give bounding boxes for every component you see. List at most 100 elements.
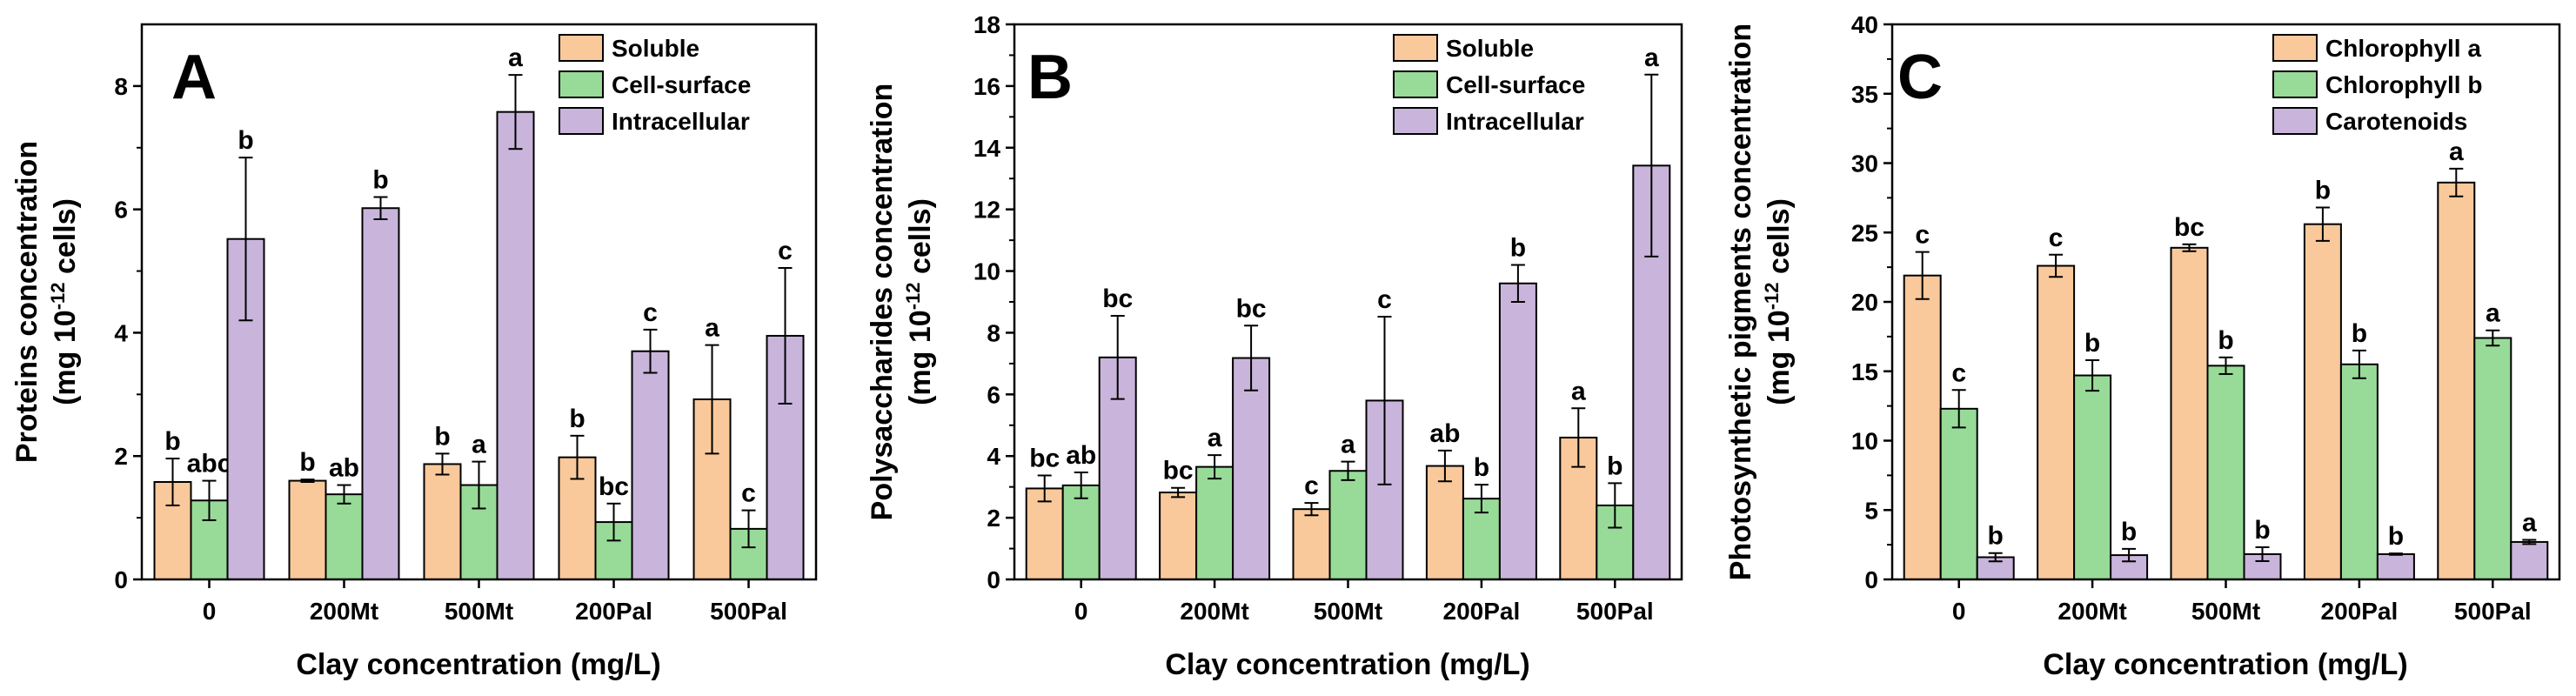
bar <box>2037 264 2076 580</box>
significance-label: b <box>434 422 450 451</box>
bar <box>1061 484 1101 581</box>
x-axis-title: Clay concentration (mg/L) <box>296 648 660 681</box>
significance-label: a <box>2522 509 2537 538</box>
legend-label: Cell-surface <box>1446 71 1585 98</box>
significance-label: bc <box>1236 294 1267 323</box>
x-tick-label: 500Pal <box>1576 598 1654 625</box>
significance-label: b <box>372 165 388 194</box>
y-axis-title: Proteins concentration <box>10 141 43 463</box>
panel-letter: B <box>1027 43 1073 112</box>
significance-label: a <box>1208 424 1222 452</box>
y-axis-unit-suffix: cells) <box>1763 198 1796 282</box>
y-tick-label: 35 <box>1851 81 1878 108</box>
y-tick-label: 6 <box>987 381 1000 408</box>
y-tick-label: 20 <box>1851 289 1878 316</box>
y-tick-label: 30 <box>1851 151 1878 177</box>
significance-label: b <box>1988 522 2004 551</box>
y-tick-label: 14 <box>974 135 1001 162</box>
legend-swatch <box>2272 34 2318 62</box>
legend-label: Carotenoids <box>2325 108 2467 135</box>
significance-label: b <box>2315 177 2331 205</box>
significance-label: bc <box>1163 457 1194 485</box>
bar <box>288 479 327 580</box>
y-tick-label: 0 <box>114 566 128 593</box>
bar <box>2376 552 2415 581</box>
x-tick-label: 0 <box>203 598 217 625</box>
y-tick-label: 5 <box>1864 497 1878 524</box>
bar <box>2073 374 2112 580</box>
y-axis-title: Photosynthetic pigments concentration <box>1724 23 1757 580</box>
legend-label: Chlorophyll a <box>2325 35 2481 62</box>
chart-panel-c: c c bc b a c b b b a b b b b a 0 5 10 15 20 25 30 35 40 0 200Mt 50… <box>1724 11 2561 681</box>
significance-label: c <box>1951 358 1966 387</box>
y-axis-unit: (mg 10-12 cells) <box>1761 198 1796 405</box>
panel-letter: A <box>171 43 217 112</box>
significance-label: a <box>705 314 719 343</box>
y-tick-label: 2 <box>114 443 128 470</box>
bar <box>1425 465 1464 581</box>
legend: Chlorophyll a Chlorophyll b Carotenoids <box>2272 34 2482 135</box>
legend-swatch <box>1393 70 1438 98</box>
y-tick-label: 0 <box>987 566 1000 593</box>
y-axis-unit: (mg 10-12 cells) <box>902 198 937 405</box>
significance-label: c <box>643 298 658 327</box>
significance-label: bc <box>1102 284 1133 313</box>
y-tick-label: 10 <box>974 258 1000 285</box>
significance-label: a <box>2486 299 2500 328</box>
bar <box>1498 282 1537 580</box>
significance-label: b <box>1510 233 1526 262</box>
y-axis-unit-superscript: -12 <box>47 283 69 311</box>
significance-label: b <box>569 405 585 433</box>
legend: Soluble Cell-surface Intracellular <box>1393 34 1585 135</box>
x-tick-label: 200Pal <box>2321 598 2399 625</box>
x-tick-label: 200Pal <box>575 598 652 625</box>
significance-label: b <box>2084 329 2100 358</box>
legend-label: Soluble <box>1446 35 1534 62</box>
significance-label: c <box>1377 285 1392 314</box>
y-tick-label: 8 <box>114 73 128 100</box>
significance-label: c <box>778 237 793 265</box>
bar <box>2339 363 2379 580</box>
significance-label: b <box>2352 319 2367 348</box>
significance-label: b <box>1607 452 1623 480</box>
y-tick-label: 25 <box>1851 219 1878 246</box>
x-tick-label: 500Mt <box>445 598 513 625</box>
y-tick-label: 0 <box>1864 566 1878 593</box>
significance-label: a <box>508 44 523 72</box>
y-tick-label: 10 <box>1851 428 1878 455</box>
y-axis-unit-prefix: (mg 10 <box>904 310 937 405</box>
x-tick-label: 500Pal <box>710 598 787 625</box>
bar <box>325 493 364 581</box>
legend-swatch <box>1393 107 1438 135</box>
bar <box>1328 470 1368 580</box>
significance-label: c <box>1915 221 1930 250</box>
significance-label: a <box>472 431 486 459</box>
x-tick-label: 500Mt <box>1314 598 1382 625</box>
significance-label: bc <box>2174 213 2205 242</box>
bar <box>1159 492 1198 581</box>
significance-label: b <box>2121 518 2137 546</box>
x-tick-label: 0 <box>1952 598 1966 625</box>
y-tick-label: 40 <box>1851 11 1878 38</box>
y-axis-unit-suffix: cells) <box>904 198 937 282</box>
significance-label: bc <box>1029 445 1060 473</box>
bar <box>1903 274 1942 580</box>
legend-swatch <box>559 34 604 62</box>
bar <box>2510 540 2549 580</box>
bar <box>2206 365 2245 580</box>
x-axis-title: Clay concentration (mg/L) <box>2043 648 2407 681</box>
legend-label: Intracellular <box>1446 108 1584 135</box>
y-tick-label: 4 <box>114 319 128 346</box>
legend-swatch <box>559 107 604 135</box>
legend-label: Cell-surface <box>612 71 751 98</box>
significance-label: ab <box>329 454 359 483</box>
significance-label: a <box>1341 431 1355 459</box>
bar <box>361 207 400 580</box>
y-axis-unit-prefix: (mg 10 <box>1763 310 1796 405</box>
y-axis-unit: (mg 10-12 cells) <box>47 198 82 405</box>
bar <box>1292 508 1331 580</box>
x-tick-label: 0 <box>1074 598 1088 625</box>
y-axis-title: Polysaccharides concentration <box>866 84 899 521</box>
bar <box>423 463 462 581</box>
significance-label: a <box>2449 137 2464 166</box>
